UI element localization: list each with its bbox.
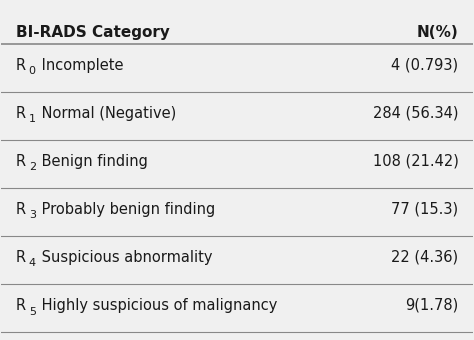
Text: R: R — [16, 250, 26, 265]
Text: R: R — [16, 298, 26, 313]
Text: Suspicious abnormality: Suspicious abnormality — [37, 250, 213, 265]
Text: 108 (21.42): 108 (21.42) — [373, 154, 458, 169]
Text: R: R — [16, 106, 26, 121]
Text: BI-RADS Category: BI-RADS Category — [16, 25, 169, 40]
Text: R: R — [16, 58, 26, 73]
Text: Probably benign finding: Probably benign finding — [37, 202, 216, 217]
Text: 284 (56.34): 284 (56.34) — [373, 106, 458, 121]
Text: 2: 2 — [29, 162, 36, 172]
Text: 0: 0 — [29, 66, 36, 76]
Text: N(%): N(%) — [417, 25, 458, 40]
Text: Normal (Negative): Normal (Negative) — [37, 106, 176, 121]
Text: Highly suspicious of malignancy: Highly suspicious of malignancy — [37, 298, 278, 313]
Text: 9(1.78): 9(1.78) — [405, 298, 458, 313]
Text: Incomplete: Incomplete — [37, 58, 124, 73]
Text: 4: 4 — [29, 258, 36, 269]
Text: 1: 1 — [29, 114, 36, 124]
Text: R: R — [16, 154, 26, 169]
Text: 22 (4.36): 22 (4.36) — [392, 250, 458, 265]
Text: 4 (0.793): 4 (0.793) — [392, 58, 458, 73]
Text: 3: 3 — [29, 210, 36, 220]
Text: 5: 5 — [29, 306, 36, 317]
Text: Benign finding: Benign finding — [37, 154, 148, 169]
Text: R: R — [16, 202, 26, 217]
Text: 77 (15.3): 77 (15.3) — [392, 202, 458, 217]
